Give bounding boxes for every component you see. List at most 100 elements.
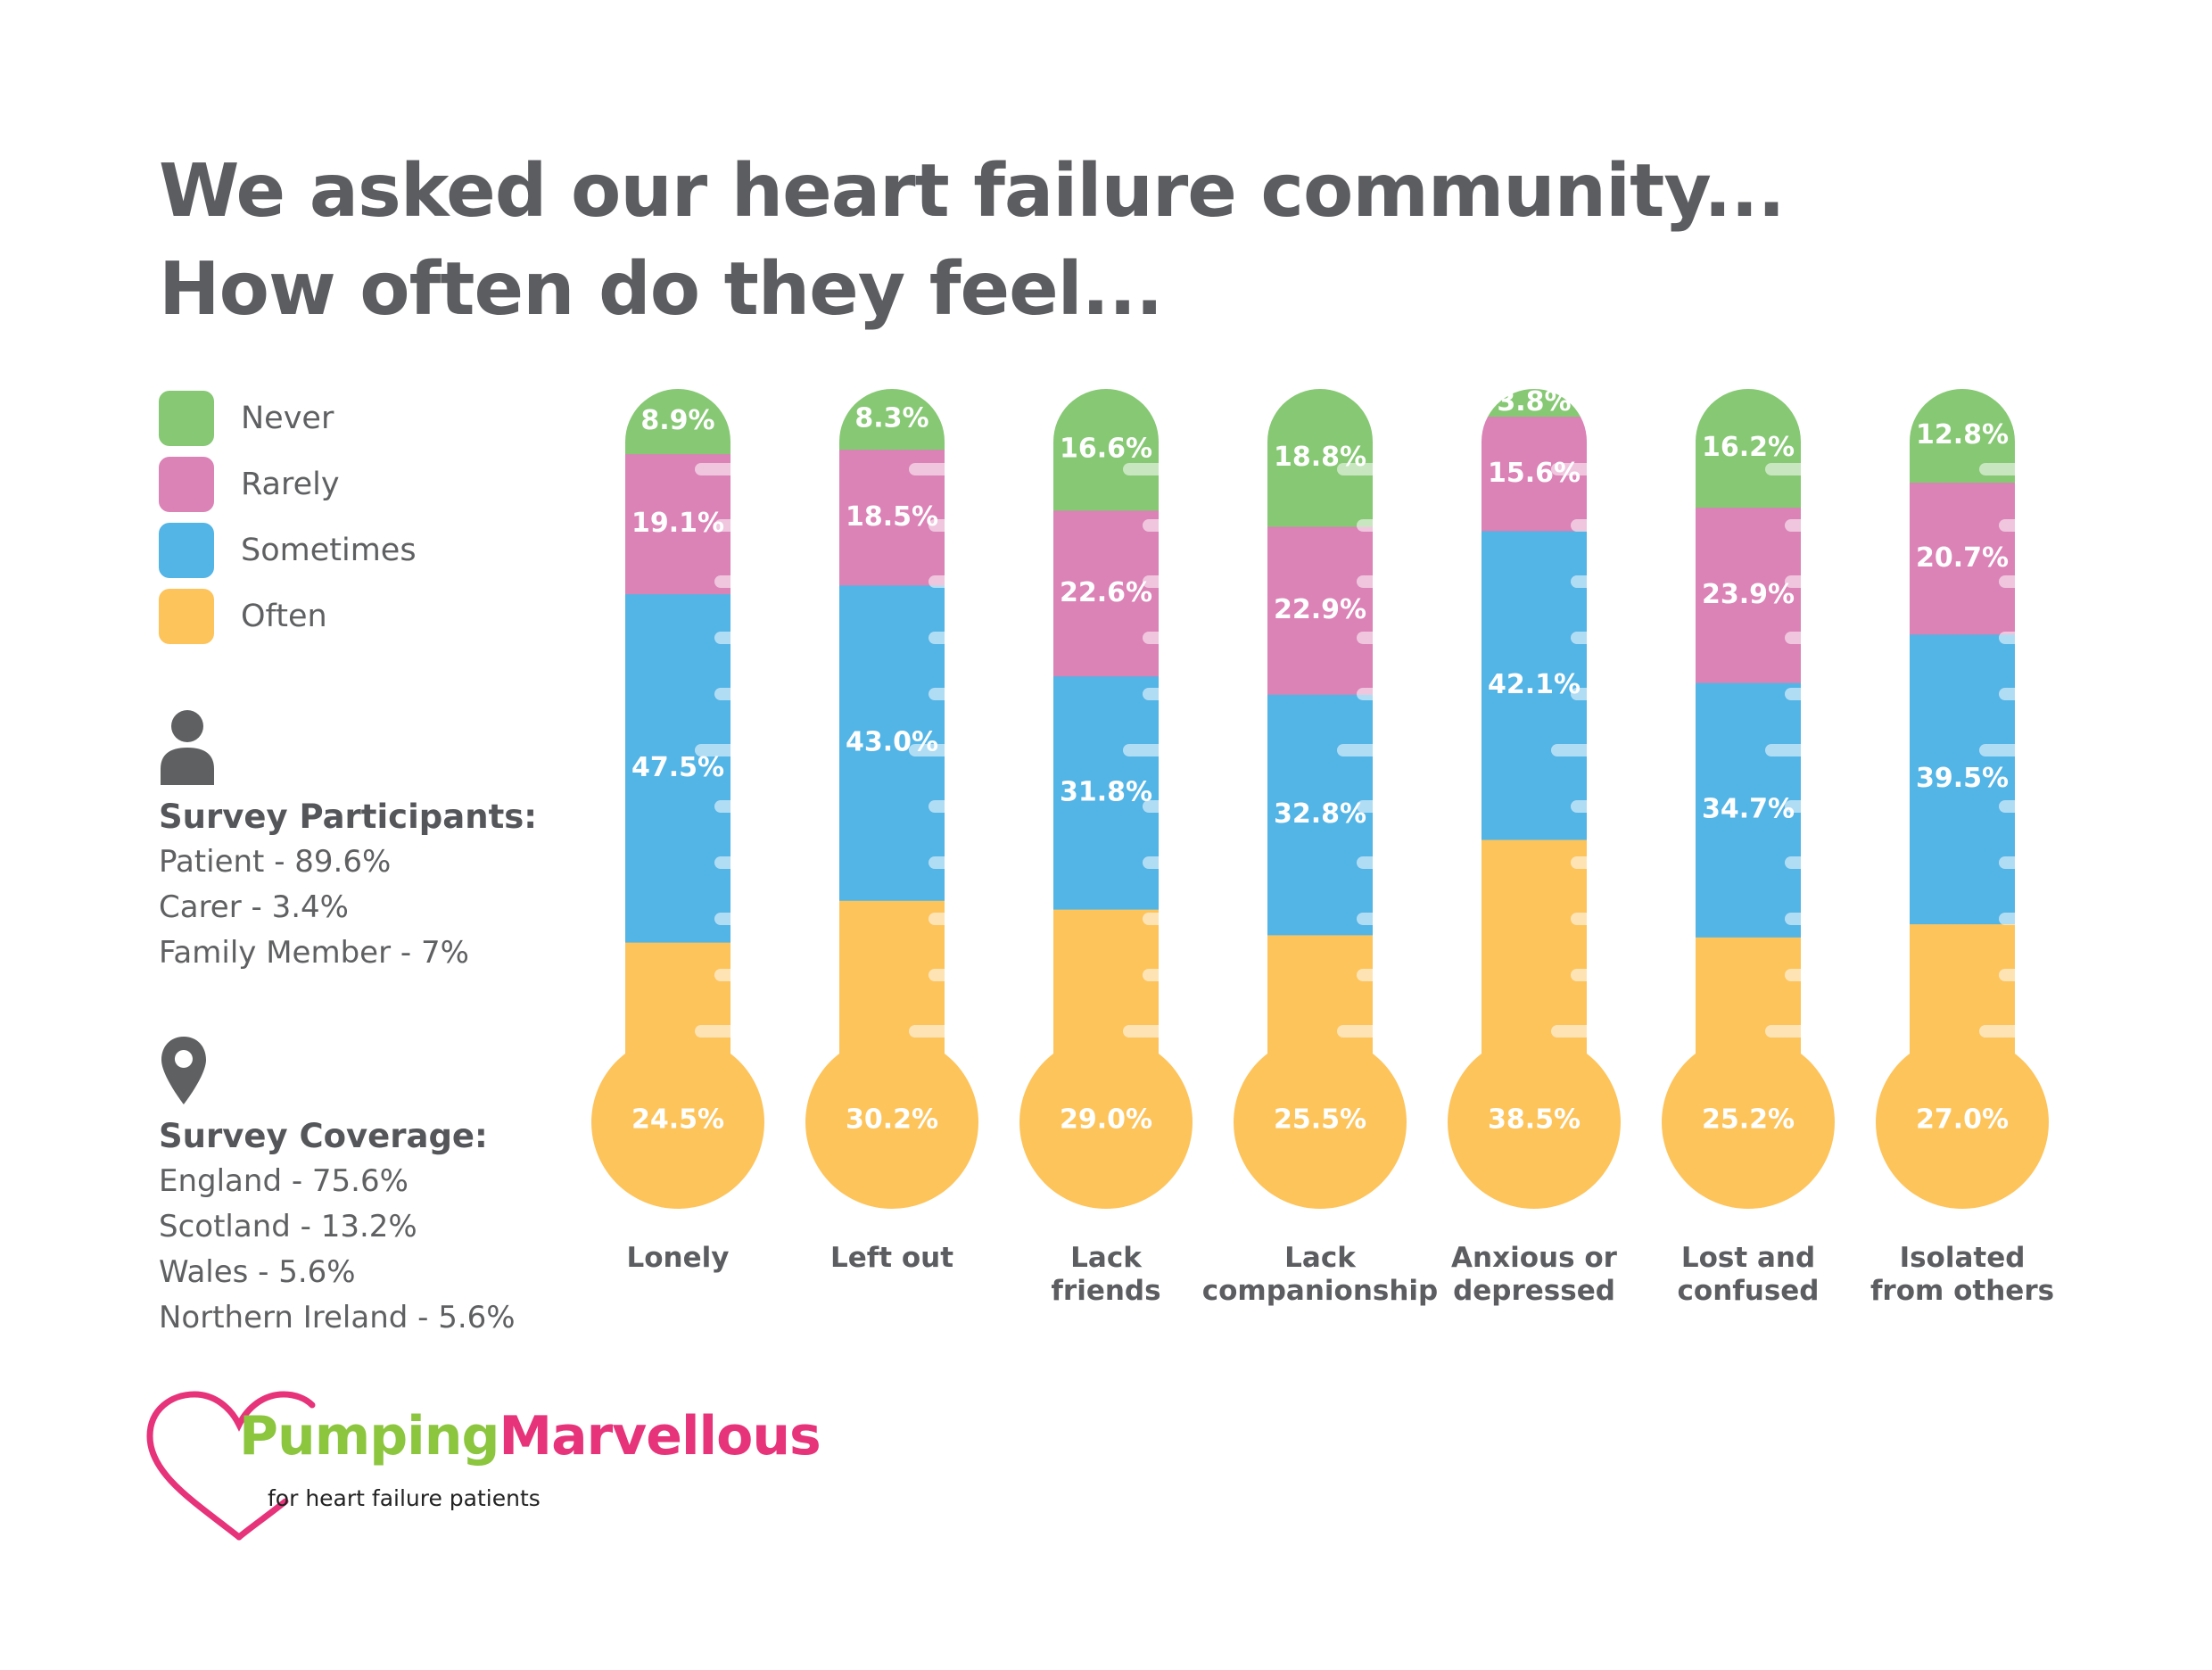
scale-tick	[1999, 800, 2015, 813]
data-label-rarely: 18.5%	[846, 501, 938, 533]
data-label-rarely: 15.6%	[1488, 458, 1581, 489]
data-label-often: 29.0%	[1060, 1104, 1152, 1136]
scale-tick	[1357, 969, 1373, 981]
scale-tick	[1999, 913, 2015, 925]
scale-tick	[1785, 913, 1801, 925]
survey-participants: Survey Participants: Patient - 89.6% Car…	[159, 707, 569, 976]
legend-label-often: Often	[241, 599, 327, 634]
brand-name-part1: Pumping	[239, 1405, 499, 1467]
bar-segment-rarely	[1910, 483, 2015, 635]
category-label: Lonely	[627, 1242, 730, 1274]
data-label-rarely: 23.9%	[1702, 579, 1795, 610]
thermometer-bulb	[805, 1036, 978, 1209]
scale-tick	[909, 1025, 945, 1038]
category-label: Lost and	[1681, 1242, 1815, 1274]
data-label-sometimes: 32.8%	[1274, 798, 1366, 830]
category-label: companionship	[1202, 1275, 1438, 1307]
legend-label-sometimes: Sometimes	[241, 533, 417, 568]
brand-name-part2: Marvellous	[499, 1405, 821, 1467]
bar-segment-never	[1696, 389, 1801, 508]
category-label: Lack	[1284, 1242, 1357, 1274]
data-label-often: 24.5%	[631, 1104, 724, 1136]
bar-segment-sometimes	[1053, 676, 1159, 911]
coverage-heading: Survey Coverage:	[159, 1117, 488, 1155]
scale-tick	[1571, 969, 1587, 981]
legend-swatch-often	[159, 589, 214, 644]
scale-tick	[1337, 463, 1373, 475]
category-label: Isolated	[1900, 1242, 2026, 1274]
scale-tick	[1357, 913, 1373, 925]
bar-segment-never	[1053, 389, 1159, 511]
scale-tick	[929, 575, 945, 588]
legend-swatch-sometimes	[159, 523, 214, 578]
scale-tick	[1785, 688, 1801, 700]
data-label-never: 8.9%	[640, 405, 714, 436]
scale-tick	[1143, 969, 1159, 981]
scale-tick	[1785, 519, 1801, 532]
legend-item-often: Often	[159, 583, 417, 649]
participants-line-family: Family Member - 7%	[159, 935, 469, 971]
brand-name: PumpingMarvellous	[239, 1405, 821, 1467]
heart-outline-icon	[146, 1391, 316, 1541]
data-label-rarely: 22.6%	[1060, 577, 1152, 608]
scale-tick	[714, 519, 730, 532]
legend-item-sometimes: Sometimes	[159, 517, 417, 583]
data-label-often: 38.5%	[1488, 1104, 1581, 1136]
scale-tick	[1551, 463, 1587, 475]
scale-tick	[1337, 1025, 1373, 1038]
scale-ticks	[1979, 463, 2015, 1094]
data-label-never: 12.8%	[1916, 419, 2009, 451]
scale-tick	[714, 856, 730, 869]
legend-label-never: Never	[241, 401, 334, 436]
thermometer-bulb	[1876, 1036, 2049, 1209]
scale-tick	[1765, 1025, 1801, 1038]
coverage-line-wales: Wales - 5.6%	[159, 1254, 356, 1290]
legend: Never Rarely Sometimes Often	[159, 385, 417, 649]
data-label-sometimes: 43.0%	[846, 727, 938, 758]
brand-tagline: for heart failure patients	[268, 1485, 541, 1511]
category-label: depressed	[1453, 1275, 1615, 1307]
scale-tick	[714, 800, 730, 813]
data-label-sometimes: 39.5%	[1916, 763, 2009, 794]
scale-tick	[1123, 463, 1159, 475]
scale-tick	[1785, 969, 1801, 981]
bar-segment-rarely	[1696, 508, 1801, 684]
scale-tick	[1551, 1025, 1587, 1038]
data-label-often: 30.2%	[846, 1104, 938, 1136]
scale-tick	[1571, 632, 1587, 644]
scale-tick	[1999, 519, 2015, 532]
category-label: from others	[1870, 1275, 2054, 1307]
scale-tick	[1571, 800, 1587, 813]
scale-tick	[1979, 1025, 2015, 1038]
bar-segment-sometimes	[1482, 531, 1587, 841]
category-label: friends	[1051, 1275, 1160, 1307]
scale-tick	[1143, 913, 1159, 925]
scale-tick	[1765, 463, 1801, 475]
scale-tick	[1143, 800, 1159, 813]
scale-ticks	[1551, 463, 1587, 1094]
scale-tick	[1143, 575, 1159, 588]
location-pin-icon	[161, 1037, 206, 1104]
category-label: confused	[1678, 1275, 1820, 1307]
scale-tick	[1571, 519, 1587, 532]
participants-line-patient: Patient - 89.6%	[159, 844, 392, 880]
scale-ticks	[909, 463, 945, 1094]
person-icon	[161, 710, 214, 785]
thermometer-tube	[1910, 389, 2015, 1158]
thermometer-bulb	[1019, 1036, 1193, 1209]
bar-segment-rarely	[1053, 510, 1159, 677]
data-label-sometimes: 34.7%	[1702, 794, 1795, 825]
category-label: Left out	[830, 1242, 953, 1274]
data-label-rarely: 22.9%	[1274, 594, 1366, 625]
scale-tick	[714, 913, 730, 925]
scale-tick	[1357, 856, 1373, 869]
scale-tick	[1357, 632, 1373, 644]
scale-tick	[695, 744, 730, 756]
thermometer-bulb	[1662, 1036, 1835, 1209]
scale-tick	[929, 688, 945, 700]
data-label-rarely: 19.1%	[631, 508, 724, 539]
legend-label-rarely: Rarely	[241, 467, 340, 502]
bar-segment-rarely	[625, 454, 730, 595]
scale-tick	[695, 1025, 730, 1038]
scale-tick	[714, 688, 730, 700]
